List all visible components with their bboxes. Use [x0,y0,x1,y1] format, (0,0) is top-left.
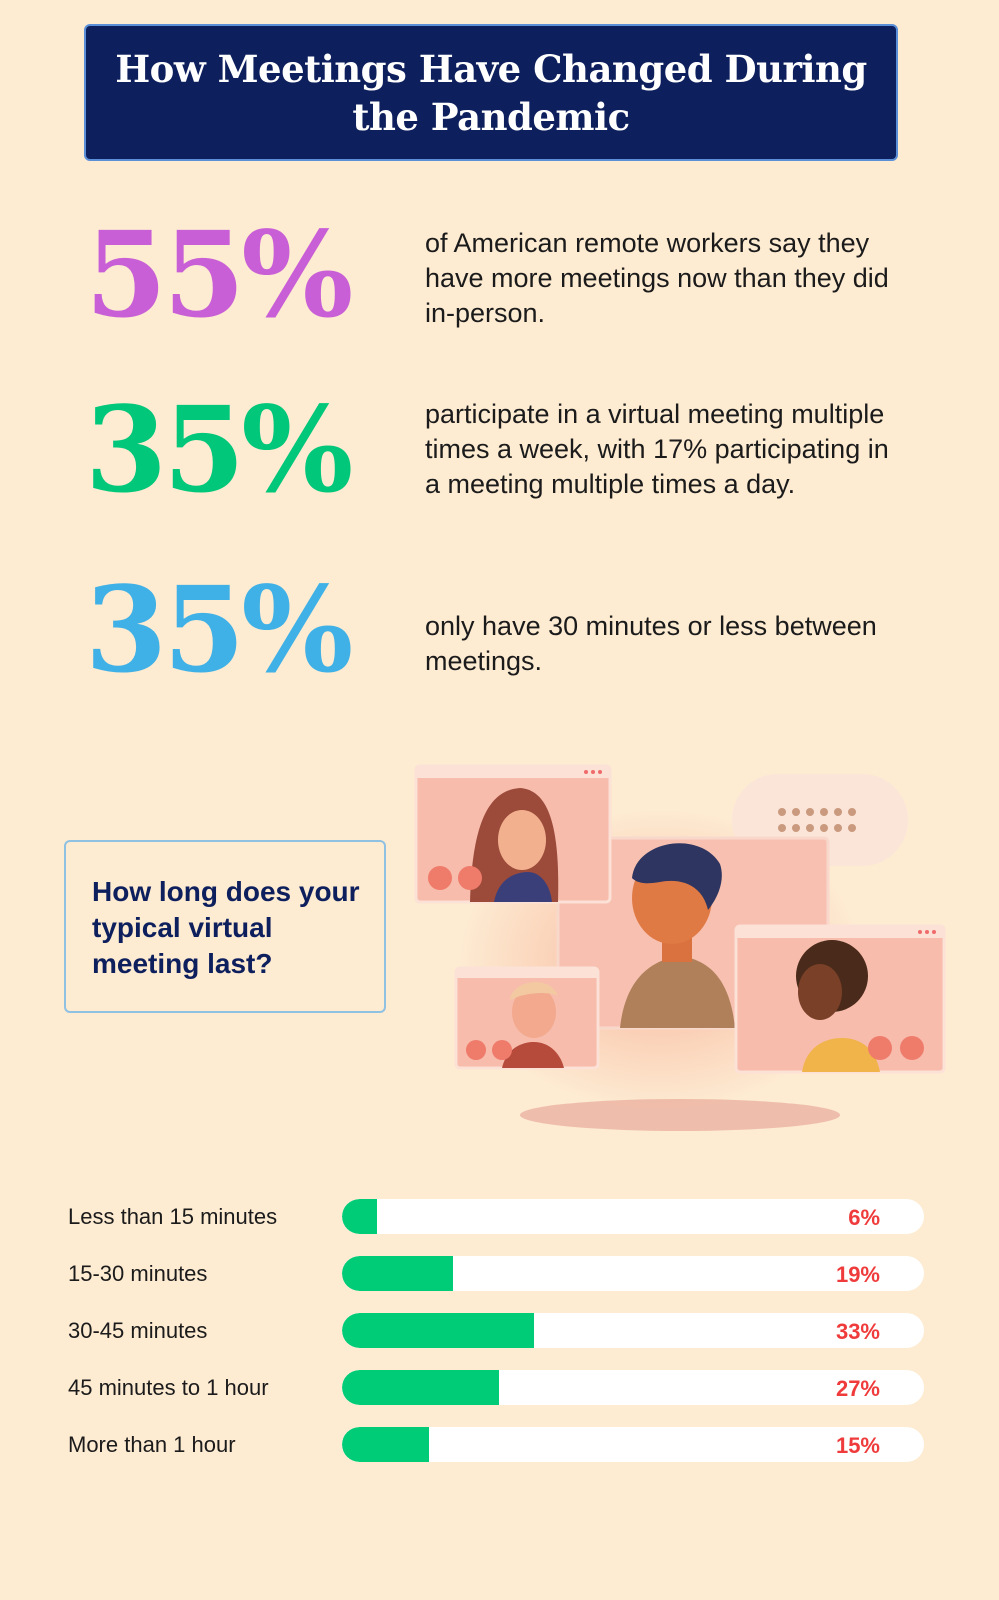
bar-value-label: 33% [835,1319,880,1344]
stat-description: of American remote workers say they have… [425,228,889,328]
bar-row: 15-30 minutes 19% [0,1256,999,1292]
bar-category-label: Less than 15 minutes [68,1204,278,1229]
bar-track [342,1427,924,1462]
video-call-window-icon [734,924,946,1074]
stat-more-meetings: 55% of American remote workers say they … [85,210,945,350]
stat-weekly-meetings: 35% participate in a virtual meeting mul… [85,385,945,525]
bar-value-label: 15% [835,1433,880,1458]
stat-value: 35% [85,560,353,699]
camera-icon [466,1040,486,1060]
stat-value: 35% [85,380,353,519]
bar-value-label: 6% [848,1205,880,1230]
bar-category-label: 30-45 minutes [68,1318,208,1343]
bar-row: Less than 15 minutes 6% [0,1199,999,1235]
page-title: How Meetings Have Changed During the Pan… [115,46,867,139]
bar-row: 30-45 minutes 33% [0,1313,999,1349]
bar-category-label: More than 1 hour [68,1432,236,1457]
bar-value-label: 19% [835,1262,880,1287]
video-call-illustration [414,764,946,1131]
chart-question: How long does your typical virtual meeti… [92,876,360,979]
bar [342,1256,453,1291]
bar-row: More than 1 hour 15% [0,1427,999,1463]
stat-description: participate in a virtual meeting multipl… [425,399,889,499]
bar-track [342,1256,924,1291]
bar-row: 45 minutes to 1 hour 27% [0,1370,999,1406]
bar [342,1370,500,1405]
video-call-window-icon [454,966,600,1070]
bar [342,1427,430,1462]
bar-category-label: 15-30 minutes [68,1261,208,1286]
camera-icon [428,866,452,890]
question-box: How long does your typical virtual meeti… [64,840,386,1013]
stat-value: 55% [85,205,353,344]
bar-track [342,1199,924,1234]
microphone-icon [900,1036,924,1060]
bar-value-label: 27% [835,1376,880,1401]
bar [342,1313,535,1348]
camera-icon [868,1036,892,1060]
title-banner: How Meetings Have Changed During the Pan… [84,24,898,161]
stat-description: only have 30 minutes or less between mee… [425,611,877,676]
bar [342,1199,377,1234]
microphone-icon [492,1040,512,1060]
video-call-window-icon [414,764,612,904]
microphone-icon [458,866,482,890]
bar-category-label: 45 minutes to 1 hour [68,1375,269,1400]
bar-track [342,1370,924,1405]
bar-track [342,1313,924,1348]
stat-time-between: 35% only have 30 minutes or less between… [85,565,945,705]
